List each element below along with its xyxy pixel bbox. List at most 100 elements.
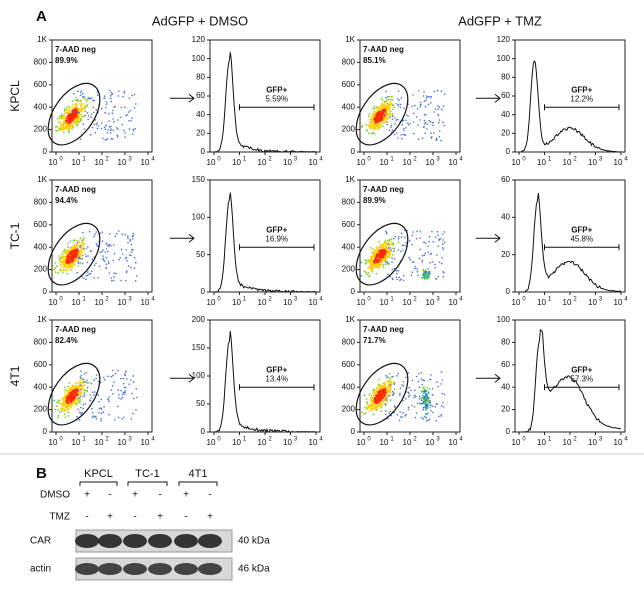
event-dot	[429, 406, 431, 409]
x-tick-base: 10	[380, 158, 389, 167]
event-dot	[380, 107, 382, 110]
event-dot	[128, 254, 131, 256]
event-dot	[376, 261, 379, 264]
event-dot	[382, 247, 385, 250]
event-dot	[83, 391, 86, 394]
event-dot	[384, 249, 387, 252]
x-tick-base: 10	[49, 298, 58, 307]
event-dot	[376, 247, 378, 250]
event-dot	[67, 118, 70, 120]
event-dot	[441, 257, 444, 259]
event-dot	[385, 113, 388, 115]
event-dot	[377, 263, 380, 265]
event-dot	[378, 240, 381, 243]
event-dot	[114, 373, 117, 375]
event-dot	[424, 390, 427, 393]
event-dot	[110, 389, 113, 391]
event-dot	[64, 127, 66, 129]
event-dot	[76, 239, 79, 242]
event-dot	[135, 409, 137, 411]
arrow	[476, 373, 501, 383]
event-dot	[62, 124, 65, 126]
event-dot	[65, 119, 67, 122]
event-dot	[396, 272, 398, 275]
event-dot	[408, 386, 411, 389]
event-dot	[54, 261, 57, 264]
event-dot	[53, 399, 56, 402]
event-dot	[431, 136, 433, 138]
event-dot	[77, 121, 80, 124]
event-dot	[79, 261, 82, 264]
event-dot	[125, 249, 127, 251]
event-dot	[384, 388, 387, 390]
event-dot	[77, 262, 80, 265]
event-dot	[385, 121, 388, 123]
y-tick-label: 50	[196, 399, 205, 408]
event-dot	[108, 244, 110, 246]
event-dot	[90, 250, 92, 252]
event-dot	[386, 107, 389, 110]
event-dot	[424, 402, 426, 405]
event-dot	[132, 375, 135, 377]
event-dot	[426, 401, 429, 403]
x-tick-base: 10	[588, 158, 597, 167]
event-dot	[131, 94, 133, 97]
event-dot	[132, 129, 135, 132]
event-dot	[67, 111, 70, 114]
event-dot	[93, 393, 95, 396]
event-dot	[73, 242, 76, 245]
event-dot	[388, 112, 391, 114]
event-dot	[414, 416, 417, 419]
event-dot	[423, 119, 426, 122]
event-dot	[73, 239, 76, 242]
y-tick-label: 1K	[345, 35, 355, 44]
event-dot	[378, 119, 381, 121]
event-dot	[390, 249, 393, 251]
event-dot	[373, 250, 376, 253]
y-tick-label: 1K	[37, 175, 47, 184]
event-dot	[67, 411, 70, 414]
event-dot	[105, 103, 108, 105]
event-dot	[95, 418, 98, 420]
event-dot	[71, 391, 74, 394]
event-dot	[98, 400, 100, 403]
event-dot	[371, 116, 374, 118]
event-dot	[383, 104, 386, 106]
x-tick-base: 10	[380, 298, 389, 307]
event-dot	[126, 259, 128, 262]
event-dot	[403, 229, 406, 232]
x-tick-base: 10	[207, 298, 216, 307]
event-dot	[130, 254, 132, 257]
event-dot	[384, 253, 387, 256]
x-tick-base: 10	[614, 158, 623, 167]
event-dot	[64, 248, 66, 251]
event-dot	[388, 391, 390, 394]
event-dot	[427, 419, 430, 422]
event-dot	[375, 123, 378, 126]
event-dot	[417, 138, 420, 140]
event-dot	[66, 390, 69, 392]
event-dot	[369, 260, 372, 262]
event-dot	[385, 90, 387, 93]
event-dot	[65, 121, 68, 124]
event-dot	[80, 90, 83, 92]
event-dot	[367, 260, 370, 263]
event-dot	[82, 403, 85, 406]
event-dot	[59, 269, 62, 272]
event-dot	[421, 261, 424, 263]
event-dot	[85, 248, 88, 250]
event-dot	[125, 280, 127, 282]
event-dot	[96, 244, 98, 247]
event-dot	[67, 408, 70, 410]
event-dot	[438, 119, 441, 121]
event-dot	[425, 242, 427, 244]
event-dot	[92, 411, 94, 414]
event-dot	[423, 100, 426, 102]
event-dot	[95, 262, 97, 265]
event-dot	[391, 98, 394, 101]
event-dot	[402, 385, 405, 387]
event-dot	[430, 404, 432, 407]
event-dot	[91, 391, 94, 394]
event-dot	[426, 128, 428, 130]
x-tick-exponent: 2	[105, 157, 109, 163]
